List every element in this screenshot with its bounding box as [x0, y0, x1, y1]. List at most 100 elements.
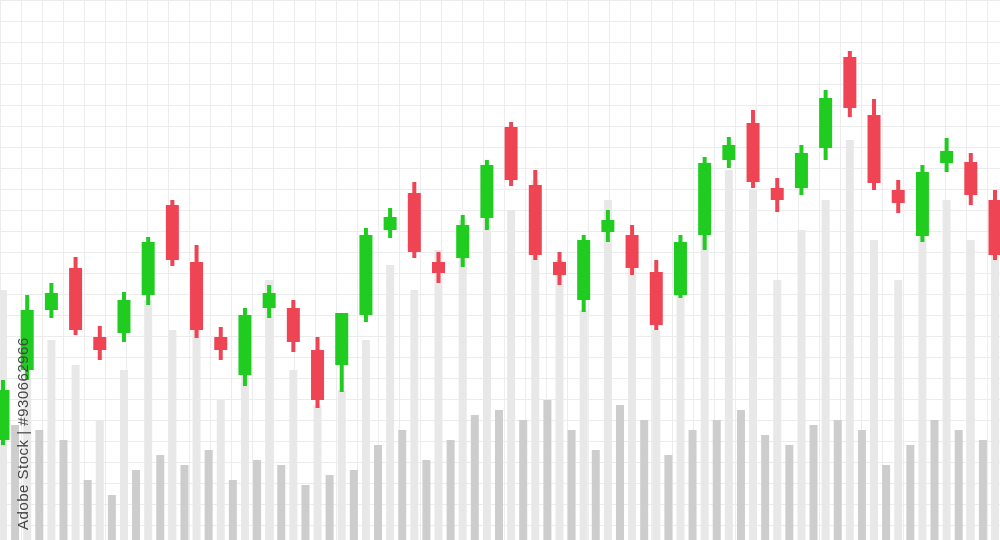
candle-body [722, 145, 736, 160]
volume-bar-light [240, 355, 249, 540]
volume-bar [930, 420, 939, 540]
volume-layer [0, 140, 999, 540]
volume-bar [180, 465, 189, 540]
volume-bar [446, 440, 455, 540]
volume-bar [543, 400, 552, 540]
volume-bar [954, 430, 963, 540]
candle-body [528, 185, 542, 255]
volume-bar [567, 430, 576, 540]
volume-bar [688, 430, 697, 540]
volume-bar [422, 460, 431, 540]
volume-bar-light [23, 310, 32, 540]
candle-body [746, 123, 760, 182]
candle-body [819, 98, 833, 148]
volume-bar-light [845, 140, 854, 540]
volume-bar-light [289, 370, 298, 540]
candle-body [940, 151, 954, 163]
candle-body [407, 193, 421, 252]
volume-bar-light [628, 240, 637, 540]
volume-bar-light [821, 200, 830, 540]
volume-bar [59, 440, 68, 540]
volume-bar [906, 445, 915, 540]
volume-bar [809, 425, 818, 540]
candle-body [698, 163, 712, 235]
volume-bar-light [119, 370, 128, 540]
candle-body [165, 205, 179, 260]
volume-bar-light [579, 310, 588, 540]
volume-bar-light [434, 250, 443, 540]
candle-body [262, 293, 276, 308]
volume-bar [833, 420, 842, 540]
volume-bar-light [361, 340, 370, 540]
candle-body [625, 235, 639, 268]
candle-body [432, 262, 446, 273]
candle-body [843, 57, 857, 108]
candle-body [20, 310, 34, 370]
candle-body [552, 262, 566, 275]
candle-body [577, 240, 591, 300]
volume-bar-light [265, 280, 274, 540]
volume-bar-light [410, 290, 419, 540]
candle-layer [0, 51, 1000, 445]
candle-body [383, 217, 397, 230]
volume-bar-light [773, 280, 782, 540]
volume-bar-light [531, 180, 540, 540]
volume-bar-light [337, 390, 346, 540]
volume-bar [495, 410, 503, 540]
candle-body [504, 127, 518, 180]
volume-bar [204, 450, 213, 540]
volume-bar [470, 415, 479, 540]
volume-bar [156, 455, 165, 540]
candle-body [0, 390, 10, 440]
candle-body [286, 308, 300, 342]
volume-bar [857, 430, 866, 540]
volume-bar [277, 465, 286, 540]
volume-bar [83, 480, 92, 540]
candle-body [915, 172, 929, 236]
candle-body [891, 190, 905, 203]
volume-bar-light [507, 210, 516, 540]
volume-bar-light [652, 330, 661, 540]
volume-bar-light [749, 190, 758, 540]
volume-bar [374, 445, 383, 540]
candle-body [867, 115, 881, 183]
candle-body [335, 313, 349, 365]
volume-bar [761, 435, 770, 540]
candle-body [214, 337, 228, 350]
volume-bar-light [555, 260, 564, 540]
volume-bar-light [797, 230, 806, 540]
volume-bar-light [724, 170, 733, 540]
volume-bar-light [894, 280, 903, 540]
volume-bar [325, 475, 334, 540]
volume-bar [736, 410, 745, 540]
volume-bar [785, 445, 794, 540]
candle-body [988, 200, 1000, 255]
candle-body [190, 262, 204, 330]
candle-body [93, 337, 107, 350]
volume-bar [978, 440, 987, 540]
volume-bar-light [216, 400, 225, 540]
volume-bar [591, 450, 600, 540]
volume-bar [615, 405, 624, 540]
volume-bar [132, 470, 141, 540]
volume-bar-light [386, 265, 395, 540]
volume-bar-light [991, 200, 999, 540]
candle-body [69, 268, 83, 330]
volume-bar [35, 430, 44, 540]
volume-bar [712, 420, 721, 540]
candle-body [311, 350, 325, 400]
volume-bar [882, 465, 891, 540]
volume-bar [640, 420, 649, 540]
candle-body [673, 242, 687, 295]
volume-bar [664, 455, 673, 540]
volume-bar-light [71, 365, 80, 540]
volume-bar-light [168, 330, 177, 540]
candle-body [601, 220, 615, 232]
candle-body [770, 188, 784, 200]
volume-bar [228, 480, 237, 540]
volume-bar-light [313, 405, 322, 540]
volume-bar [398, 430, 407, 540]
volume-bar-light [918, 220, 927, 540]
candle-body [238, 315, 252, 375]
